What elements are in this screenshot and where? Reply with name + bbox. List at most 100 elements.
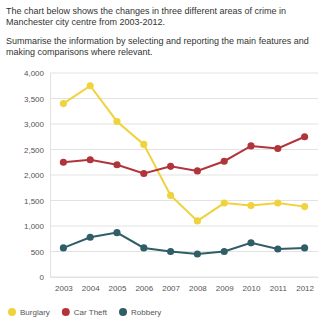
series-marker xyxy=(274,145,281,152)
series-marker xyxy=(221,199,228,206)
x-tick-label: 2011 xyxy=(270,284,288,293)
y-tick-label: 3,000 xyxy=(24,120,45,129)
y-axis-line xyxy=(50,74,51,278)
series-marker xyxy=(140,170,147,177)
series-marker xyxy=(221,248,228,255)
series-marker xyxy=(221,158,228,165)
subtitle-line: making comparisons where relevant. xyxy=(6,47,153,57)
legend: Burglary Car Theft Robbery xyxy=(8,308,161,317)
series-marker xyxy=(60,100,67,107)
y-tick: 2,000 xyxy=(24,171,50,180)
y-tick-label: 2,500 xyxy=(24,146,45,155)
series-marker xyxy=(167,163,174,170)
title-line: Manchester city centre from 2003-2012. xyxy=(6,17,165,27)
series-marker xyxy=(274,245,281,252)
x-tick-label: 2004 xyxy=(82,284,100,293)
legend-item: Burglary xyxy=(8,308,50,317)
x-tick-label: 2008 xyxy=(189,284,207,293)
grid-line xyxy=(50,175,318,176)
x-tick: 2012 xyxy=(296,284,314,293)
legend-item: Car Theft xyxy=(62,308,108,317)
title: The chart below shows the changes in thr… xyxy=(6,6,286,27)
series-marker xyxy=(87,82,94,89)
series-line xyxy=(63,137,304,174)
x-tick-label: 2003 xyxy=(55,284,73,293)
grid-line xyxy=(50,226,318,227)
grid-line xyxy=(50,277,318,278)
y-tick: 0 xyxy=(40,273,50,282)
y-tick: 2,500 xyxy=(24,146,50,155)
series-marker xyxy=(274,199,281,206)
series-marker xyxy=(113,161,120,168)
series-marker xyxy=(140,141,147,148)
series-marker xyxy=(140,244,147,251)
series-marker xyxy=(247,142,254,149)
series-marker xyxy=(194,217,201,224)
legend-label: Robbery xyxy=(131,308,161,317)
series-marker xyxy=(167,248,174,255)
legend-item: Robbery xyxy=(119,308,161,317)
x-tick: 2005 xyxy=(109,284,127,293)
plot-area xyxy=(60,82,308,257)
y-tick: 4,000 xyxy=(24,69,50,78)
series-line xyxy=(63,86,304,221)
x-tick-label: 2010 xyxy=(243,284,261,293)
series-marker xyxy=(113,229,120,236)
y-tick-label: 500 xyxy=(31,248,45,257)
series-line xyxy=(63,233,304,254)
x-tick: 2007 xyxy=(162,284,180,293)
y-tick: 3,500 xyxy=(24,95,50,104)
series-marker xyxy=(87,156,94,163)
grid-line xyxy=(50,73,318,74)
y-tick-label: 1,000 xyxy=(24,222,45,231)
legend-swatch xyxy=(62,308,70,316)
subtitle-line: Summarise the information by selecting a… xyxy=(6,36,309,46)
series-marker xyxy=(87,234,94,241)
x-axis-line xyxy=(51,277,319,278)
chart: The chart below shows the changes in thr… xyxy=(0,0,325,325)
x-tick: 2008 xyxy=(189,284,207,293)
y-axis: 0 500 1,000 1,500 2,000 2,500 3,000 3,500 4,000 xyxy=(24,69,51,282)
y-tick: 1,000 xyxy=(24,222,50,231)
series-marker xyxy=(301,203,308,210)
legend-label: Car Theft xyxy=(74,308,108,317)
x-tick-label: 2006 xyxy=(135,284,153,293)
series-marker xyxy=(247,239,254,246)
grid xyxy=(50,73,318,277)
y-tick-label: 4,000 xyxy=(24,69,45,78)
grid-line xyxy=(50,124,318,125)
series-marker xyxy=(301,133,308,140)
x-tick: 2004 xyxy=(82,284,100,293)
x-axis: 2003 2004 2005 2006 2007 2008 2009 2010 2011 2012 xyxy=(51,278,319,293)
y-tick: 3,000 xyxy=(24,120,50,129)
grid-line xyxy=(50,98,318,99)
x-tick: 2006 xyxy=(135,284,153,293)
series-marker xyxy=(60,244,67,251)
x-tick: 2011 xyxy=(270,284,288,293)
subtitle: Summarise the information by selecting a… xyxy=(6,36,309,57)
y-tick-label: 2,000 xyxy=(24,171,45,180)
y-tick-label: 1,500 xyxy=(24,197,45,206)
series-marker xyxy=(301,244,308,251)
x-tick-label: 2009 xyxy=(216,284,234,293)
y-tick-label: 0 xyxy=(40,273,45,282)
x-tick-label: 2012 xyxy=(296,284,314,293)
x-tick: 2003 xyxy=(55,284,73,293)
series-marker xyxy=(247,202,254,209)
x-tick: 2010 xyxy=(243,284,261,293)
legend-swatch xyxy=(119,308,127,316)
series-marker xyxy=(167,192,174,199)
x-tick-label: 2005 xyxy=(109,284,127,293)
legend-label: Burglary xyxy=(20,308,50,317)
series-marker xyxy=(194,250,201,257)
series-marker xyxy=(60,159,67,166)
title-line: The chart below shows the changes in thr… xyxy=(6,6,286,16)
y-tick-label: 3,500 xyxy=(24,95,45,104)
x-tick: 2009 xyxy=(216,284,234,293)
y-tick: 1,500 xyxy=(24,197,50,206)
legend-swatch xyxy=(8,308,16,316)
series-marker xyxy=(194,167,201,174)
y-tick: 500 xyxy=(31,248,50,257)
series-marker xyxy=(113,118,120,125)
x-tick-label: 2007 xyxy=(162,284,180,293)
